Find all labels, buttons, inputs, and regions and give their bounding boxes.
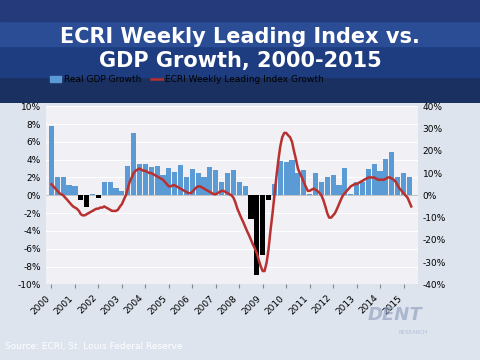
Bar xyxy=(72,186,77,195)
Bar xyxy=(0,77,480,103)
Bar xyxy=(120,191,124,195)
Bar xyxy=(377,171,383,195)
Bar xyxy=(313,173,318,195)
Bar xyxy=(295,173,300,195)
Bar xyxy=(324,177,330,195)
Bar xyxy=(207,167,213,195)
Bar xyxy=(266,195,271,200)
Bar xyxy=(331,175,336,195)
Bar xyxy=(278,161,283,195)
Text: Source: ECRI, St. Louis Federal Reserve: Source: ECRI, St. Louis Federal Reserve xyxy=(5,342,182,351)
Bar xyxy=(348,194,353,195)
Bar xyxy=(342,168,348,195)
Bar xyxy=(0,21,480,46)
Bar xyxy=(284,162,289,195)
Bar xyxy=(149,167,154,195)
Bar xyxy=(143,164,148,195)
Bar xyxy=(260,195,265,255)
Bar xyxy=(55,177,60,195)
Bar xyxy=(67,185,72,195)
Bar xyxy=(242,186,248,195)
Bar xyxy=(395,177,400,195)
Bar xyxy=(254,195,259,275)
Bar xyxy=(384,159,388,195)
Bar xyxy=(166,168,171,195)
Bar xyxy=(336,185,342,195)
Bar xyxy=(213,170,218,195)
Bar xyxy=(60,177,66,195)
Bar xyxy=(102,182,107,195)
Bar xyxy=(84,195,89,207)
Bar xyxy=(96,195,101,198)
Bar xyxy=(0,0,480,21)
Bar xyxy=(372,164,377,195)
Bar xyxy=(407,177,412,195)
Bar xyxy=(219,182,224,195)
Bar xyxy=(202,177,206,195)
Text: ECRI Weekly Leading Index vs.
GDP Growth, 2000-2015: ECRI Weekly Leading Index vs. GDP Growth… xyxy=(60,27,420,71)
Bar xyxy=(225,173,230,195)
Text: DENT: DENT xyxy=(368,306,422,324)
Bar xyxy=(155,166,160,195)
Bar xyxy=(301,170,306,195)
Bar xyxy=(172,172,177,195)
Bar xyxy=(184,177,189,195)
Bar xyxy=(360,182,365,195)
Bar xyxy=(248,195,253,219)
Bar xyxy=(108,182,113,195)
Bar xyxy=(401,173,406,195)
Bar xyxy=(354,182,359,195)
Bar xyxy=(319,182,324,195)
Legend: Real GDP Growth, ECRI Weekly Leading Index Growth: Real GDP Growth, ECRI Weekly Leading Ind… xyxy=(47,72,328,88)
Bar xyxy=(289,160,295,195)
Bar xyxy=(160,175,166,195)
Bar xyxy=(272,184,277,195)
Bar xyxy=(237,182,242,195)
Bar xyxy=(195,173,201,195)
Bar xyxy=(90,194,95,195)
Bar xyxy=(389,152,395,195)
Bar xyxy=(131,133,136,195)
Bar xyxy=(178,165,183,195)
Bar xyxy=(113,188,119,195)
Bar xyxy=(137,164,142,195)
Bar xyxy=(231,170,236,195)
Bar xyxy=(307,194,312,195)
Bar xyxy=(0,46,480,77)
Bar xyxy=(190,168,195,195)
Bar xyxy=(125,166,131,195)
Bar xyxy=(366,168,371,195)
Bar xyxy=(78,195,84,200)
Text: RESEARCH: RESEARCH xyxy=(398,330,427,335)
Bar xyxy=(49,126,54,195)
